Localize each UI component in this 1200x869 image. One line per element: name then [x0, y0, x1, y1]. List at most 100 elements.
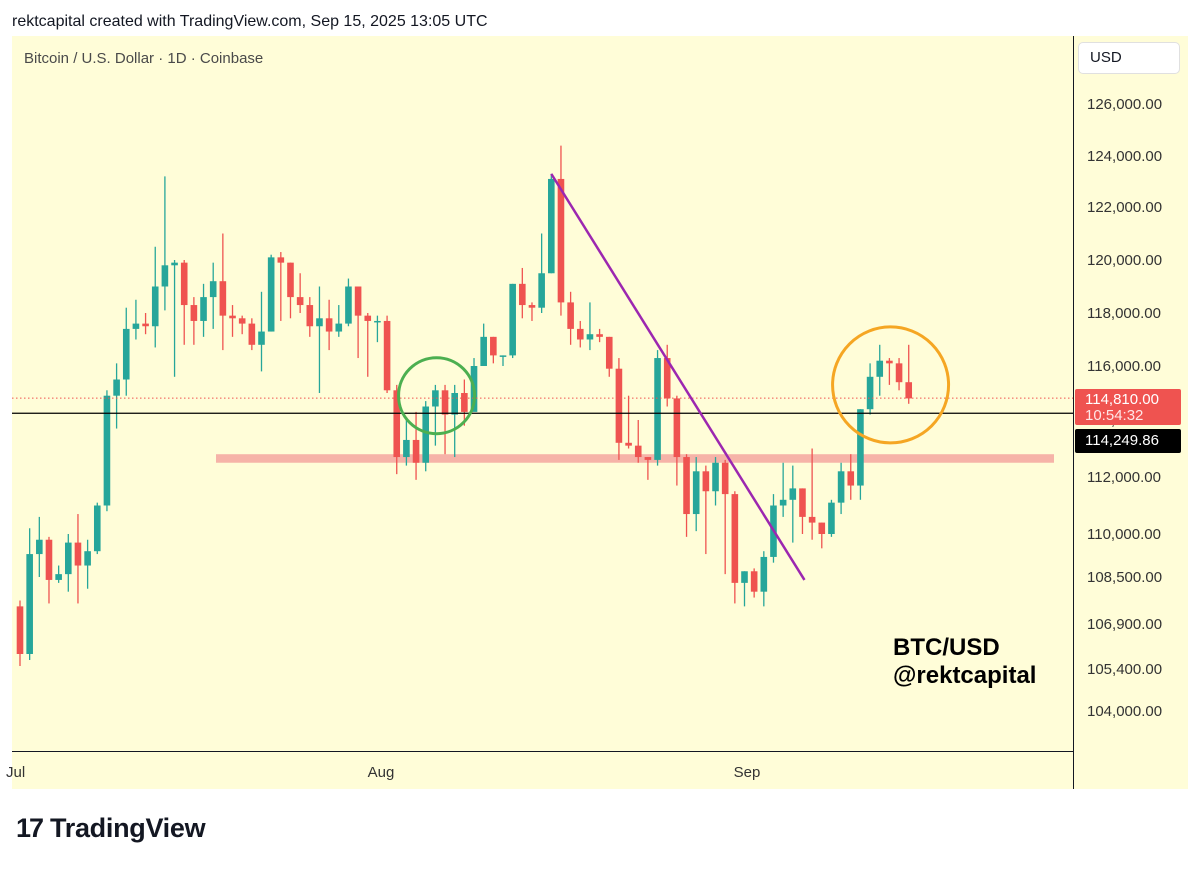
candle [93, 502, 101, 555]
candle [412, 411, 420, 480]
candle-body [673, 398, 681, 458]
candle [432, 384, 439, 446]
candle-body [103, 395, 111, 506]
candle-body [296, 297, 304, 306]
candle-body [615, 368, 623, 443]
candle-body [886, 360, 893, 364]
candle [499, 355, 507, 366]
candle [654, 350, 661, 466]
candle-body [432, 390, 439, 407]
candle [325, 299, 333, 351]
candle-body [847, 471, 855, 486]
candle-body [422, 406, 430, 463]
candle-body [799, 488, 806, 517]
price-tick-label: 120,000.00 [1087, 252, 1162, 269]
candle [731, 491, 739, 604]
candle-body [287, 262, 294, 298]
candle [238, 315, 246, 335]
candle [374, 315, 381, 343]
candle-body [345, 286, 352, 324]
candle [190, 297, 198, 345]
candle-body [779, 499, 787, 506]
candle-body [586, 334, 594, 340]
candle [779, 462, 787, 517]
candle-body [663, 358, 671, 399]
candle [528, 302, 536, 321]
candle-body [45, 539, 53, 580]
candle-body [229, 315, 236, 319]
candle-body [26, 554, 33, 654]
candle [799, 488, 806, 534]
candle [180, 260, 188, 345]
candle-body [760, 556, 768, 592]
candle-body [905, 382, 913, 399]
candle [576, 320, 584, 348]
candle-body [490, 336, 497, 356]
watermark-author: @rektcapital [893, 662, 1037, 689]
candle [142, 313, 149, 335]
candle-body [828, 502, 835, 534]
green-circle-annotation [397, 356, 477, 436]
candle-body [142, 323, 149, 327]
candle-body [354, 286, 362, 316]
candle [490, 336, 497, 364]
symbol-label: Bitcoin / U.S. Dollar · 1D · Coinbase [24, 50, 264, 67]
candle [847, 454, 855, 500]
tradingview-logo-icon: 17 [16, 813, 44, 843]
candle [441, 384, 449, 455]
candle-body [634, 445, 642, 458]
price-tick-label: 118,000.00 [1087, 305, 1161, 322]
candle-body [364, 315, 372, 321]
candle [393, 384, 401, 475]
candle [65, 534, 72, 592]
candle-body [161, 265, 169, 287]
candle [277, 252, 285, 321]
trendline [550, 173, 806, 581]
tradingview-logo[interactable]: 17 TradingView [16, 813, 206, 844]
candle [857, 409, 864, 500]
candle-body [702, 471, 710, 492]
candle [567, 291, 574, 345]
candle [538, 233, 545, 313]
candle-body [113, 379, 120, 396]
candle [316, 286, 323, 393]
candle-body [403, 439, 410, 458]
candle-body [122, 328, 130, 380]
price-tick-label: 104,000.00 [1087, 703, 1162, 720]
watermark: BTC/USD @rektcapital [893, 634, 1036, 690]
candle [258, 291, 265, 372]
candle [866, 363, 874, 415]
candle-body [605, 336, 613, 369]
candle [229, 305, 236, 337]
candle [905, 344, 913, 404]
candle-body [818, 522, 826, 534]
candle [354, 286, 362, 359]
candle [103, 390, 111, 512]
time-tick-label: Sep [734, 764, 761, 781]
candle-body [876, 360, 884, 377]
candle [364, 313, 372, 377]
candle [383, 315, 391, 393]
candle-body [219, 281, 227, 316]
candle [586, 302, 594, 351]
candle-body [741, 571, 748, 583]
candle-body [36, 539, 43, 555]
candle [84, 539, 91, 589]
candle-body [538, 273, 545, 308]
candle-body [16, 606, 24, 654]
price-tick-label: 108,500.00 [1087, 569, 1162, 586]
candle-body [200, 297, 207, 321]
candle-body [209, 281, 217, 298]
candle-body [412, 439, 420, 463]
candle [55, 565, 62, 583]
candle [634, 420, 642, 463]
candle [36, 516, 43, 577]
candle-body [750, 571, 758, 592]
currency-button[interactable]: USD [1078, 42, 1180, 74]
candle [837, 462, 845, 515]
candle-body [335, 323, 343, 332]
candle-body [857, 409, 864, 486]
price-tick-label: 124,000.00 [1087, 148, 1162, 165]
candle [808, 448, 816, 540]
